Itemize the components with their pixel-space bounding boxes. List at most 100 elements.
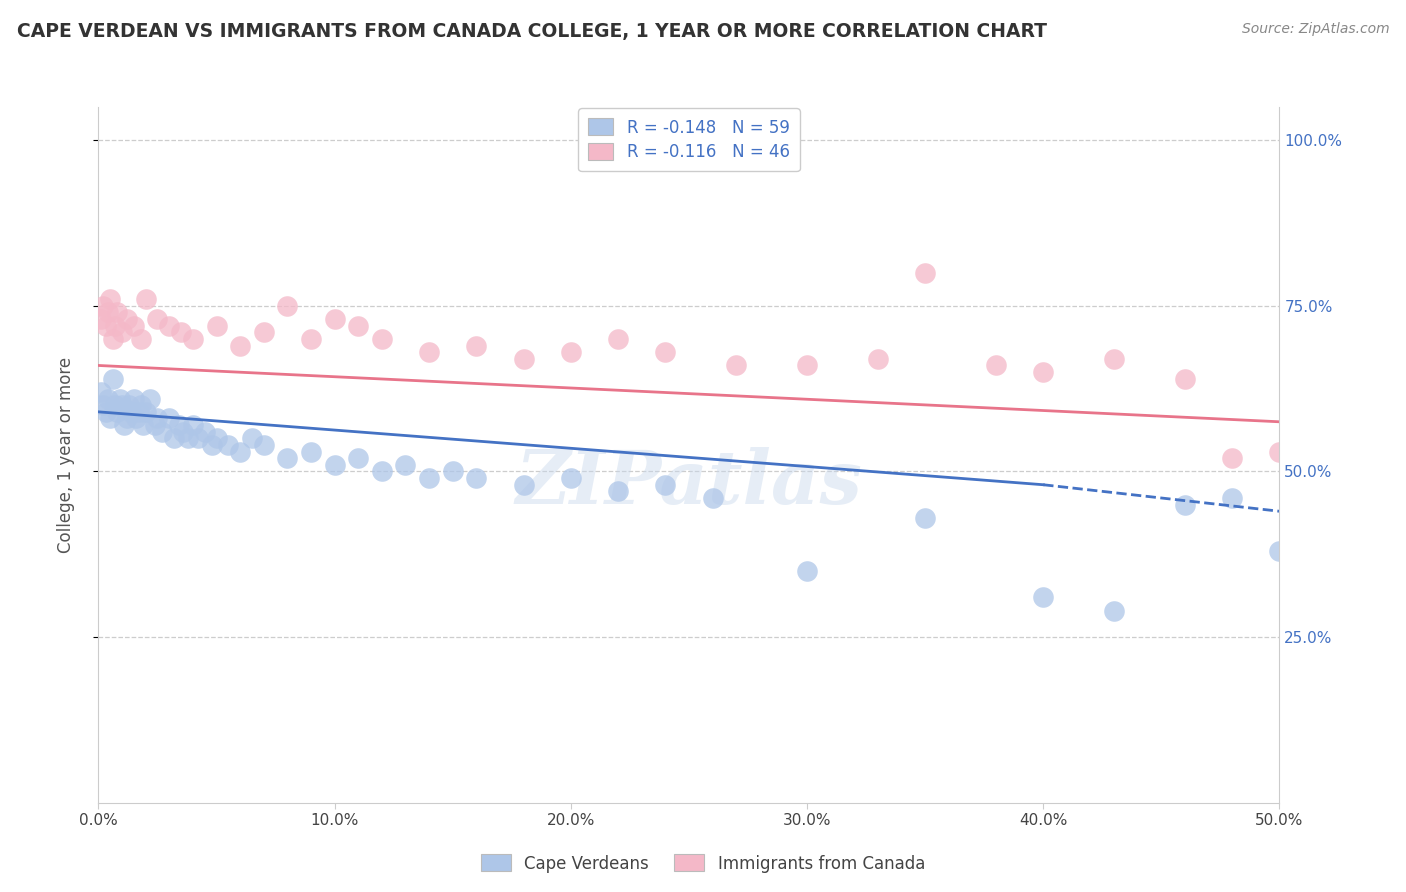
- Point: [135, 292, 157, 306]
- Point: [866, 351, 889, 366]
- Point: [1268, 544, 1291, 558]
- Point: [118, 398, 141, 412]
- Point: [181, 418, 204, 433]
- Point: [129, 398, 152, 412]
- Point: [1316, 438, 1339, 452]
- Point: [132, 418, 155, 433]
- Point: [253, 438, 276, 452]
- Point: [796, 564, 818, 578]
- Point: [702, 491, 724, 505]
- Point: [146, 312, 169, 326]
- Point: [128, 405, 150, 419]
- Point: [725, 359, 748, 373]
- Point: [91, 398, 114, 412]
- Point: [1032, 591, 1054, 605]
- Point: [371, 465, 394, 479]
- Point: [347, 318, 370, 333]
- Point: [1174, 498, 1197, 512]
- Point: [276, 299, 298, 313]
- Point: [796, 359, 818, 373]
- Point: [181, 332, 204, 346]
- Point: [299, 444, 322, 458]
- Point: [276, 451, 298, 466]
- Legend: Cape Verdeans, Immigrants from Canada: Cape Verdeans, Immigrants from Canada: [474, 847, 932, 880]
- Point: [150, 425, 173, 439]
- Point: [654, 477, 676, 491]
- Point: [97, 305, 120, 319]
- Point: [418, 345, 440, 359]
- Point: [607, 332, 630, 346]
- Point: [607, 484, 630, 499]
- Point: [512, 477, 534, 491]
- Point: [418, 471, 440, 485]
- Point: [122, 392, 145, 406]
- Point: [177, 431, 200, 445]
- Point: [347, 451, 370, 466]
- Point: [229, 444, 252, 458]
- Point: [465, 471, 488, 485]
- Point: [253, 326, 276, 340]
- Point: [170, 326, 193, 340]
- Point: [97, 392, 120, 406]
- Point: [90, 312, 112, 326]
- Point: [240, 431, 263, 445]
- Point: [229, 338, 252, 352]
- Point: [157, 411, 180, 425]
- Point: [1102, 351, 1125, 366]
- Point: [560, 345, 582, 359]
- Point: [299, 332, 322, 346]
- Point: [115, 312, 138, 326]
- Point: [1220, 491, 1243, 505]
- Point: [146, 411, 169, 425]
- Point: [914, 266, 936, 280]
- Point: [914, 511, 936, 525]
- Text: Source: ZipAtlas.com: Source: ZipAtlas.com: [1241, 22, 1389, 37]
- Point: [94, 318, 117, 333]
- Point: [1220, 451, 1243, 466]
- Point: [125, 411, 148, 425]
- Point: [101, 372, 124, 386]
- Point: [167, 418, 190, 433]
- Point: [205, 431, 228, 445]
- Point: [98, 292, 121, 306]
- Point: [1174, 372, 1197, 386]
- Text: CAPE VERDEAN VS IMMIGRANTS FROM CANADA COLLEGE, 1 YEAR OR MORE CORRELATION CHART: CAPE VERDEAN VS IMMIGRANTS FROM CANADA C…: [17, 22, 1047, 41]
- Point: [121, 405, 143, 419]
- Point: [394, 458, 416, 472]
- Point: [157, 318, 180, 333]
- Point: [654, 345, 676, 359]
- Point: [129, 332, 152, 346]
- Point: [441, 465, 464, 479]
- Legend: R = -0.148   N = 59, R = -0.116   N = 46: R = -0.148 N = 59, R = -0.116 N = 46: [578, 109, 800, 171]
- Point: [112, 418, 135, 433]
- Point: [1032, 365, 1054, 379]
- Point: [122, 318, 145, 333]
- Y-axis label: College, 1 year or more: College, 1 year or more: [56, 357, 75, 553]
- Point: [205, 318, 228, 333]
- Point: [139, 392, 162, 406]
- Point: [984, 359, 1007, 373]
- Point: [465, 338, 488, 352]
- Text: ZIPatlas: ZIPatlas: [516, 447, 862, 519]
- Point: [172, 425, 194, 439]
- Point: [143, 418, 166, 433]
- Point: [111, 398, 134, 412]
- Point: [104, 398, 127, 412]
- Point: [163, 431, 186, 445]
- Point: [94, 405, 117, 419]
- Point: [104, 318, 127, 333]
- Point: [1268, 444, 1291, 458]
- Point: [194, 425, 217, 439]
- Point: [105, 405, 128, 419]
- Point: [135, 405, 157, 419]
- Point: [108, 392, 131, 406]
- Point: [371, 332, 394, 346]
- Point: [217, 438, 239, 452]
- Point: [512, 351, 534, 366]
- Point: [91, 299, 114, 313]
- Point: [115, 411, 138, 425]
- Point: [323, 458, 346, 472]
- Point: [560, 471, 582, 485]
- Point: [187, 431, 209, 445]
- Point: [98, 411, 121, 425]
